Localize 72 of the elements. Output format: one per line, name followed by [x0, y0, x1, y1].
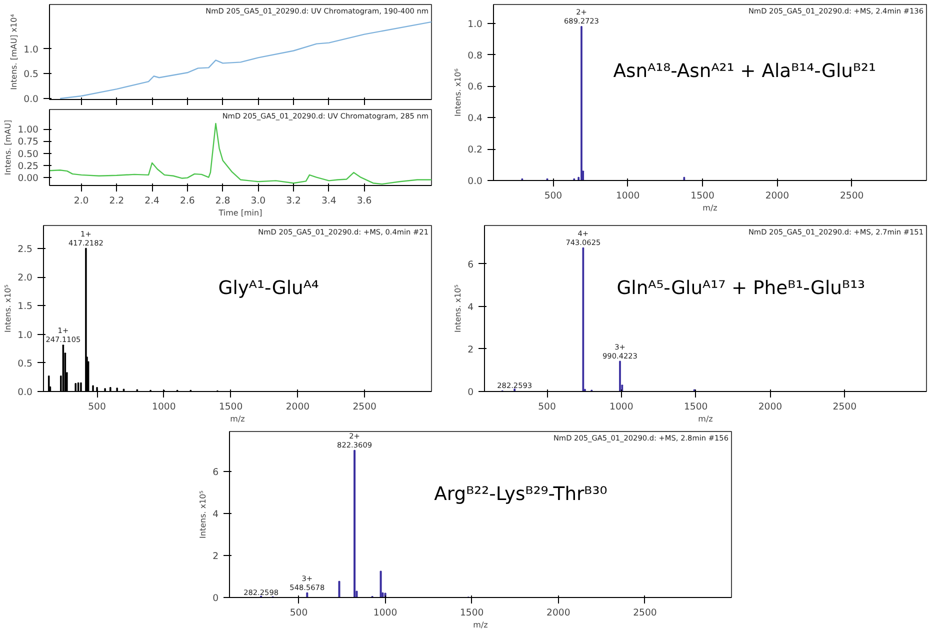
x-tick-label: 1000 — [610, 402, 634, 412]
y-tick-label: 0.50 — [18, 148, 39, 160]
y-tick-label: 0.00 — [18, 172, 39, 184]
x-tick-label: 2.2 — [109, 196, 124, 206]
x-tick-label: 1500 — [690, 190, 714, 202]
x-tick-label: 1000 — [616, 190, 640, 202]
x-tick-label: 3.2 — [286, 196, 301, 206]
y-tick-label: 4 — [212, 508, 219, 520]
x-tick-label: 1500 — [218, 402, 243, 412]
x-tick-label: 2.4 — [144, 196, 160, 206]
y-tick-label: 0.25 — [18, 160, 39, 172]
y-axis-title: Intens. x10⁶ — [454, 68, 463, 116]
y-axis-title: Intens. x10⁵ — [454, 284, 463, 332]
annotation: Glyᴬ¹-Gluᴬ⁴ — [218, 278, 319, 300]
x-tick-label: 2500 — [840, 190, 864, 202]
x-tick-label: 1000 — [373, 608, 398, 618]
y-tick-label: 6 — [212, 466, 219, 478]
x-tick-label: 2000 — [765, 190, 790, 202]
y-tick-label: 1.00 — [18, 124, 39, 136]
x-tick-label: 2000 — [286, 402, 310, 412]
y-tick-label: 1.0 — [18, 330, 33, 341]
x-axis-title: m/z — [230, 414, 245, 424]
x-tick-label: 500 — [88, 402, 106, 412]
x-axis-title: m/z — [473, 620, 488, 630]
y-tick-label: 2 — [468, 344, 474, 356]
x-tick-label: 2500 — [633, 608, 657, 618]
y-axis-title: Intens. x10⁵ — [198, 490, 208, 538]
x-tick-label: 2000 — [758, 402, 782, 412]
annotation: Argᴮ²²-Lysᴮ²⁹-Thrᴮ³⁰ — [434, 484, 608, 506]
y-axis-title: Intens. [mAU] — [4, 120, 13, 176]
x-tick-label: 3.4 — [322, 196, 336, 206]
annotation: Asnᴬ¹⁸-Asnᴬ²¹ + Alaᴮ¹⁴-Gluᴮ²¹ — [613, 60, 876, 82]
x-tick-label: 2.0 — [74, 196, 89, 206]
y-tick-label: 0.0 — [24, 94, 39, 106]
y-axis-title: Intens. x10⁵ — [4, 284, 13, 332]
y-tick-label: 0.75 — [18, 136, 39, 148]
annotation: Glnᴬ⁵-Gluᴬ¹⁷ + Pheᴮ¹-Gluᴮ¹³ — [616, 278, 866, 300]
y-tick-label: 0.4 — [468, 113, 483, 124]
x-tick-label: 3.0 — [250, 196, 266, 206]
x-tick-label: 500 — [290, 608, 308, 618]
y-tick-label: 0.0 — [18, 387, 33, 398]
y-tick-label: 1.5 — [18, 301, 33, 312]
x-tick-label: 3.6 — [356, 196, 372, 206]
y-tick-label: 0 — [212, 593, 219, 604]
x-tick-label: 1500 — [684, 402, 708, 412]
x-tick-label: 500 — [544, 190, 562, 202]
y-tick-label: 1.0 — [24, 44, 39, 56]
x-axis-title: m/z — [698, 414, 713, 424]
x-axis-title: m/z — [702, 204, 718, 212]
x-tick-label: 1000 — [152, 402, 176, 412]
y-tick-label: 0.2 — [468, 144, 483, 156]
y-tick-label: 0.6 — [468, 82, 483, 93]
y-tick-label: 0 — [468, 387, 474, 398]
x-tick-label: 2000 — [546, 608, 570, 618]
x-tick-label: 2500 — [832, 402, 857, 412]
x-tick-label: 500 — [538, 402, 556, 412]
y-tick-label: 2.0 — [18, 272, 33, 284]
x-tick-label: 2.8 — [215, 196, 230, 206]
x-tick-label: 2500 — [352, 402, 377, 412]
x-axis-title: Time [min] — [218, 208, 262, 218]
y-tick-label: 0.5 — [24, 69, 39, 80]
x-tick-label: 2.6 — [180, 196, 195, 206]
y-tick-label: 2 — [212, 550, 219, 562]
y-tick-label: 0.0 — [468, 176, 483, 187]
y-tick-label: 0.8 — [468, 50, 483, 62]
x-tick-label: 1500 — [460, 608, 484, 618]
y-axis-title: Intens. [mAU] x10⁴ — [10, 14, 19, 90]
y-tick-label: 1.0 — [468, 18, 483, 30]
y-tick-label: 4 — [468, 302, 474, 313]
y-tick-label: 6 — [468, 259, 474, 270]
y-tick-label: 0.5 — [18, 358, 33, 370]
y-tick-label: 2.5 — [18, 244, 33, 255]
